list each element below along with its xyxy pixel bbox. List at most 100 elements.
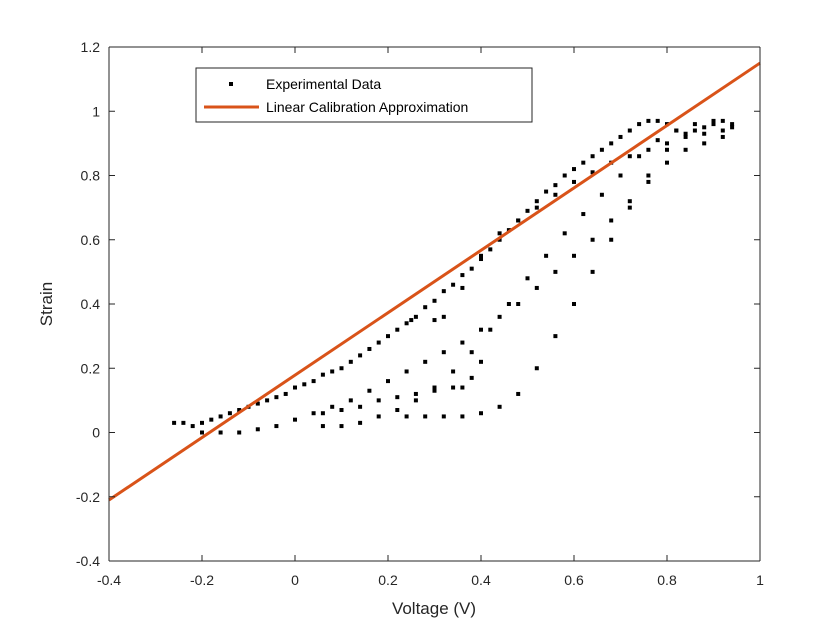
data-point — [358, 420, 363, 425]
data-point — [367, 388, 372, 393]
data-point — [469, 350, 474, 355]
y-tick-label: 1.2 — [81, 39, 101, 55]
data-point — [423, 414, 428, 419]
data-point — [646, 173, 651, 178]
data-point — [692, 128, 697, 133]
data-point — [293, 385, 297, 390]
data-point — [320, 372, 325, 377]
data-point — [460, 273, 465, 278]
y-tick-label: 0.6 — [81, 232, 101, 248]
data-point — [200, 420, 204, 425]
x-tick-label: 0.4 — [471, 572, 491, 588]
data-point — [609, 237, 614, 242]
data-point — [599, 147, 604, 152]
calibration-line — [108, 61, 761, 502]
axis-ticks: -0.4 -0.2 0 0.2 0.4 0.6 0.8 1 -0.4 -0.2 0 0.2 0.4 0.6… — [76, 39, 764, 588]
data-point — [581, 160, 586, 165]
data-point — [646, 147, 651, 152]
data-point — [413, 391, 418, 396]
data-point — [646, 118, 651, 123]
data-point — [627, 205, 632, 210]
data-point — [330, 369, 335, 374]
data-point — [451, 369, 456, 374]
data-point — [395, 408, 400, 413]
data-point — [200, 430, 204, 435]
data-point — [460, 285, 465, 290]
data-point — [255, 401, 260, 406]
data-point — [460, 385, 465, 390]
data-point — [339, 366, 344, 371]
data-point — [562, 231, 567, 236]
data-point — [553, 269, 558, 274]
x-axis-label: Voltage (V) — [392, 599, 476, 618]
data-point — [348, 359, 353, 364]
data-point — [172, 420, 177, 425]
data-point — [655, 138, 660, 143]
data-point — [413, 314, 418, 319]
data-point — [720, 128, 725, 133]
data-point — [627, 199, 632, 204]
data-point — [599, 192, 604, 197]
x-tick-label: 0.6 — [564, 572, 584, 588]
data-point — [646, 179, 651, 184]
data-point — [311, 379, 316, 384]
data-point — [572, 167, 576, 172]
data-point — [720, 118, 725, 123]
data-point — [702, 141, 707, 146]
data-point — [590, 154, 595, 159]
data-point — [441, 314, 446, 319]
legend-box — [195, 67, 533, 123]
data-point — [209, 417, 214, 422]
data-point — [283, 391, 288, 396]
data-point — [683, 147, 688, 152]
data-point — [497, 231, 502, 236]
data-point — [497, 237, 502, 242]
data-point — [218, 430, 223, 435]
data-point — [562, 173, 567, 178]
data-point — [665, 160, 669, 165]
data-point — [237, 430, 242, 435]
data-point — [730, 122, 735, 127]
x-tick-label: -0.4 — [97, 572, 121, 588]
legend-marker-experimental — [229, 82, 233, 86]
y-tick-label: -0.2 — [76, 489, 100, 505]
data-point — [479, 327, 483, 332]
data-point — [423, 305, 428, 310]
data-point — [339, 408, 344, 413]
data-point — [581, 212, 586, 217]
data-point — [572, 302, 576, 306]
data-point — [497, 314, 502, 319]
data-point — [274, 395, 279, 400]
data-point — [320, 424, 325, 429]
data-point — [572, 253, 576, 258]
data-point — [255, 427, 260, 432]
data-point — [553, 334, 558, 339]
data-point — [711, 118, 716, 123]
data-point — [627, 128, 632, 133]
data-point — [516, 391, 521, 396]
data-point — [320, 411, 325, 416]
data-point — [590, 170, 595, 175]
y-tick-label: 0.2 — [81, 360, 101, 376]
data-point — [367, 346, 372, 351]
data-point — [469, 375, 474, 380]
data-point — [711, 122, 716, 127]
data-point — [525, 208, 530, 213]
data-point — [469, 266, 474, 271]
data-point — [637, 122, 642, 127]
data-point — [432, 388, 437, 393]
data-point — [506, 302, 511, 306]
data-point — [386, 379, 390, 384]
calibration-line-layer — [108, 61, 761, 502]
data-point — [627, 154, 632, 159]
data-point — [683, 134, 688, 139]
data-point — [358, 404, 363, 409]
data-point — [618, 134, 623, 139]
data-point — [432, 298, 437, 303]
data-point — [451, 282, 456, 287]
plot-area — [109, 47, 760, 561]
data-point — [720, 134, 725, 139]
x-tick-label: 1 — [756, 572, 764, 588]
data-point — [618, 173, 623, 178]
x-tick-label: -0.2 — [190, 572, 214, 588]
